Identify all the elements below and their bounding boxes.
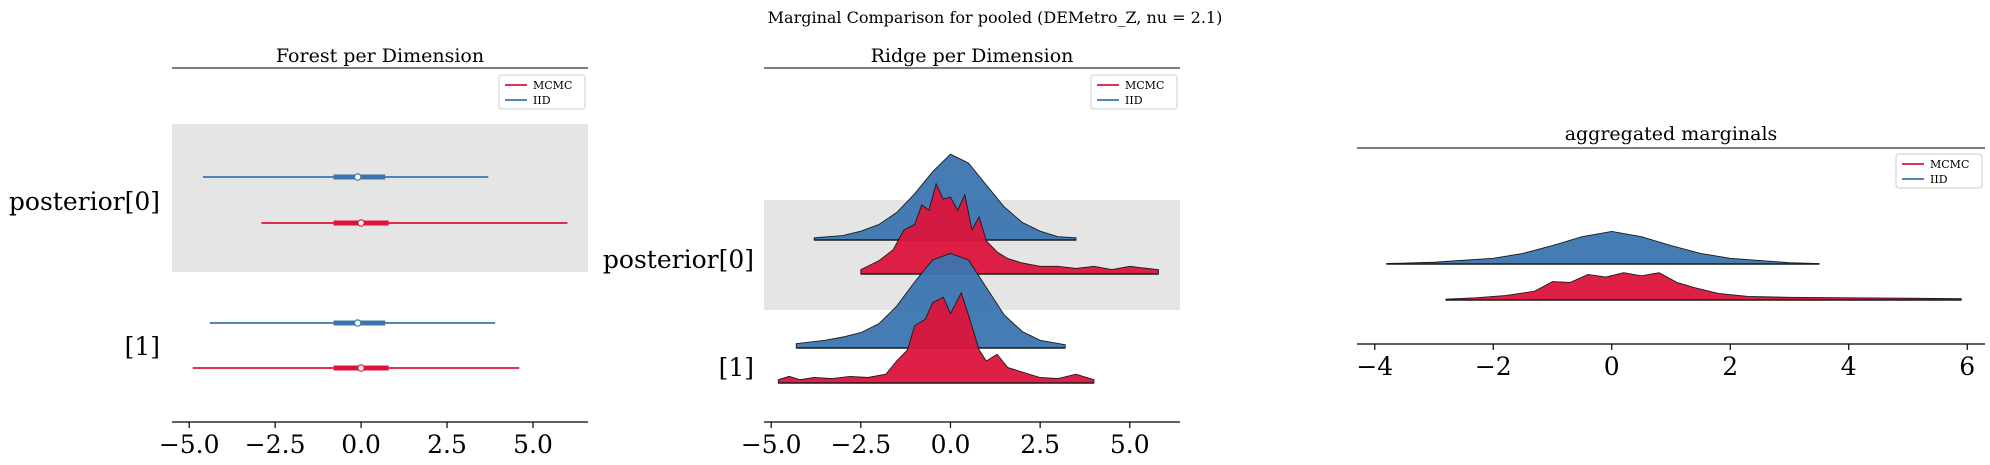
x-tick-label: 5.0 <box>513 430 553 459</box>
row-label: posterior[0] <box>9 187 160 216</box>
legend-entry: IID <box>1125 94 1143 107</box>
x-tick-label: −4 <box>1356 352 1393 381</box>
panel-title: Ridge per Dimension <box>871 45 1074 67</box>
aggregated-panel: aggregated marginals −4 −2 0 2 4 6 MCMC IID <box>1356 123 1985 381</box>
legend-entry: MCMC <box>1125 79 1164 92</box>
x-tick-label: −2.5 <box>830 430 891 459</box>
median-point <box>357 364 365 372</box>
forest-panel: posterior[0] [1] Forest per Dimension −5.0−… <box>9 45 588 459</box>
legend-entry: MCMC <box>1930 158 1969 171</box>
x-tick-label: −2.5 <box>245 430 306 459</box>
median-point <box>353 319 362 327</box>
panel-title: Forest per Dimension <box>276 45 484 67</box>
row-label: [1] <box>719 353 754 382</box>
x-tick-label: 0 <box>1604 352 1620 381</box>
aggregated-density <box>1445 272 1962 301</box>
x-tick-label: 0.0 <box>341 430 381 459</box>
row-label: posterior[0] <box>603 245 754 274</box>
median-point <box>357 219 365 227</box>
x-tick-label: 2 <box>1722 352 1738 381</box>
panel-title: aggregated marginals <box>1565 123 1778 145</box>
ridge-density <box>795 252 1066 349</box>
ridge-density <box>777 291 1095 384</box>
x-tick-label: 2.5 <box>1020 430 1060 459</box>
row-label: [1] <box>125 332 160 361</box>
x-tick-label: −2 <box>1475 352 1512 381</box>
row-band <box>172 124 588 272</box>
legend-entry: IID <box>533 94 551 107</box>
ridge-panel: posterior[0] [1] Ridge per Dimension −5.0 −2… <box>603 45 1180 459</box>
x-tick-label: 6 <box>1959 352 1975 381</box>
x-tick-label: −5.0 <box>741 430 802 459</box>
ridge-density <box>813 153 1077 241</box>
x-tick-label: 0.0 <box>931 430 971 459</box>
ridge-density <box>860 182 1159 275</box>
legend-entry: IID <box>1930 173 1948 186</box>
x-tick-label: −5.0 <box>159 430 220 459</box>
median-point <box>353 173 362 181</box>
x-tick-label: 2.5 <box>427 430 467 459</box>
x-tick-label: 4 <box>1841 352 1857 381</box>
aggregated-density <box>1386 230 1820 265</box>
figure-title: Marginal Comparison for pooled (DEMetro_… <box>768 8 1223 27</box>
x-tick-label: 5.0 <box>1110 430 1150 459</box>
legend-entry: MCMC <box>533 79 572 92</box>
